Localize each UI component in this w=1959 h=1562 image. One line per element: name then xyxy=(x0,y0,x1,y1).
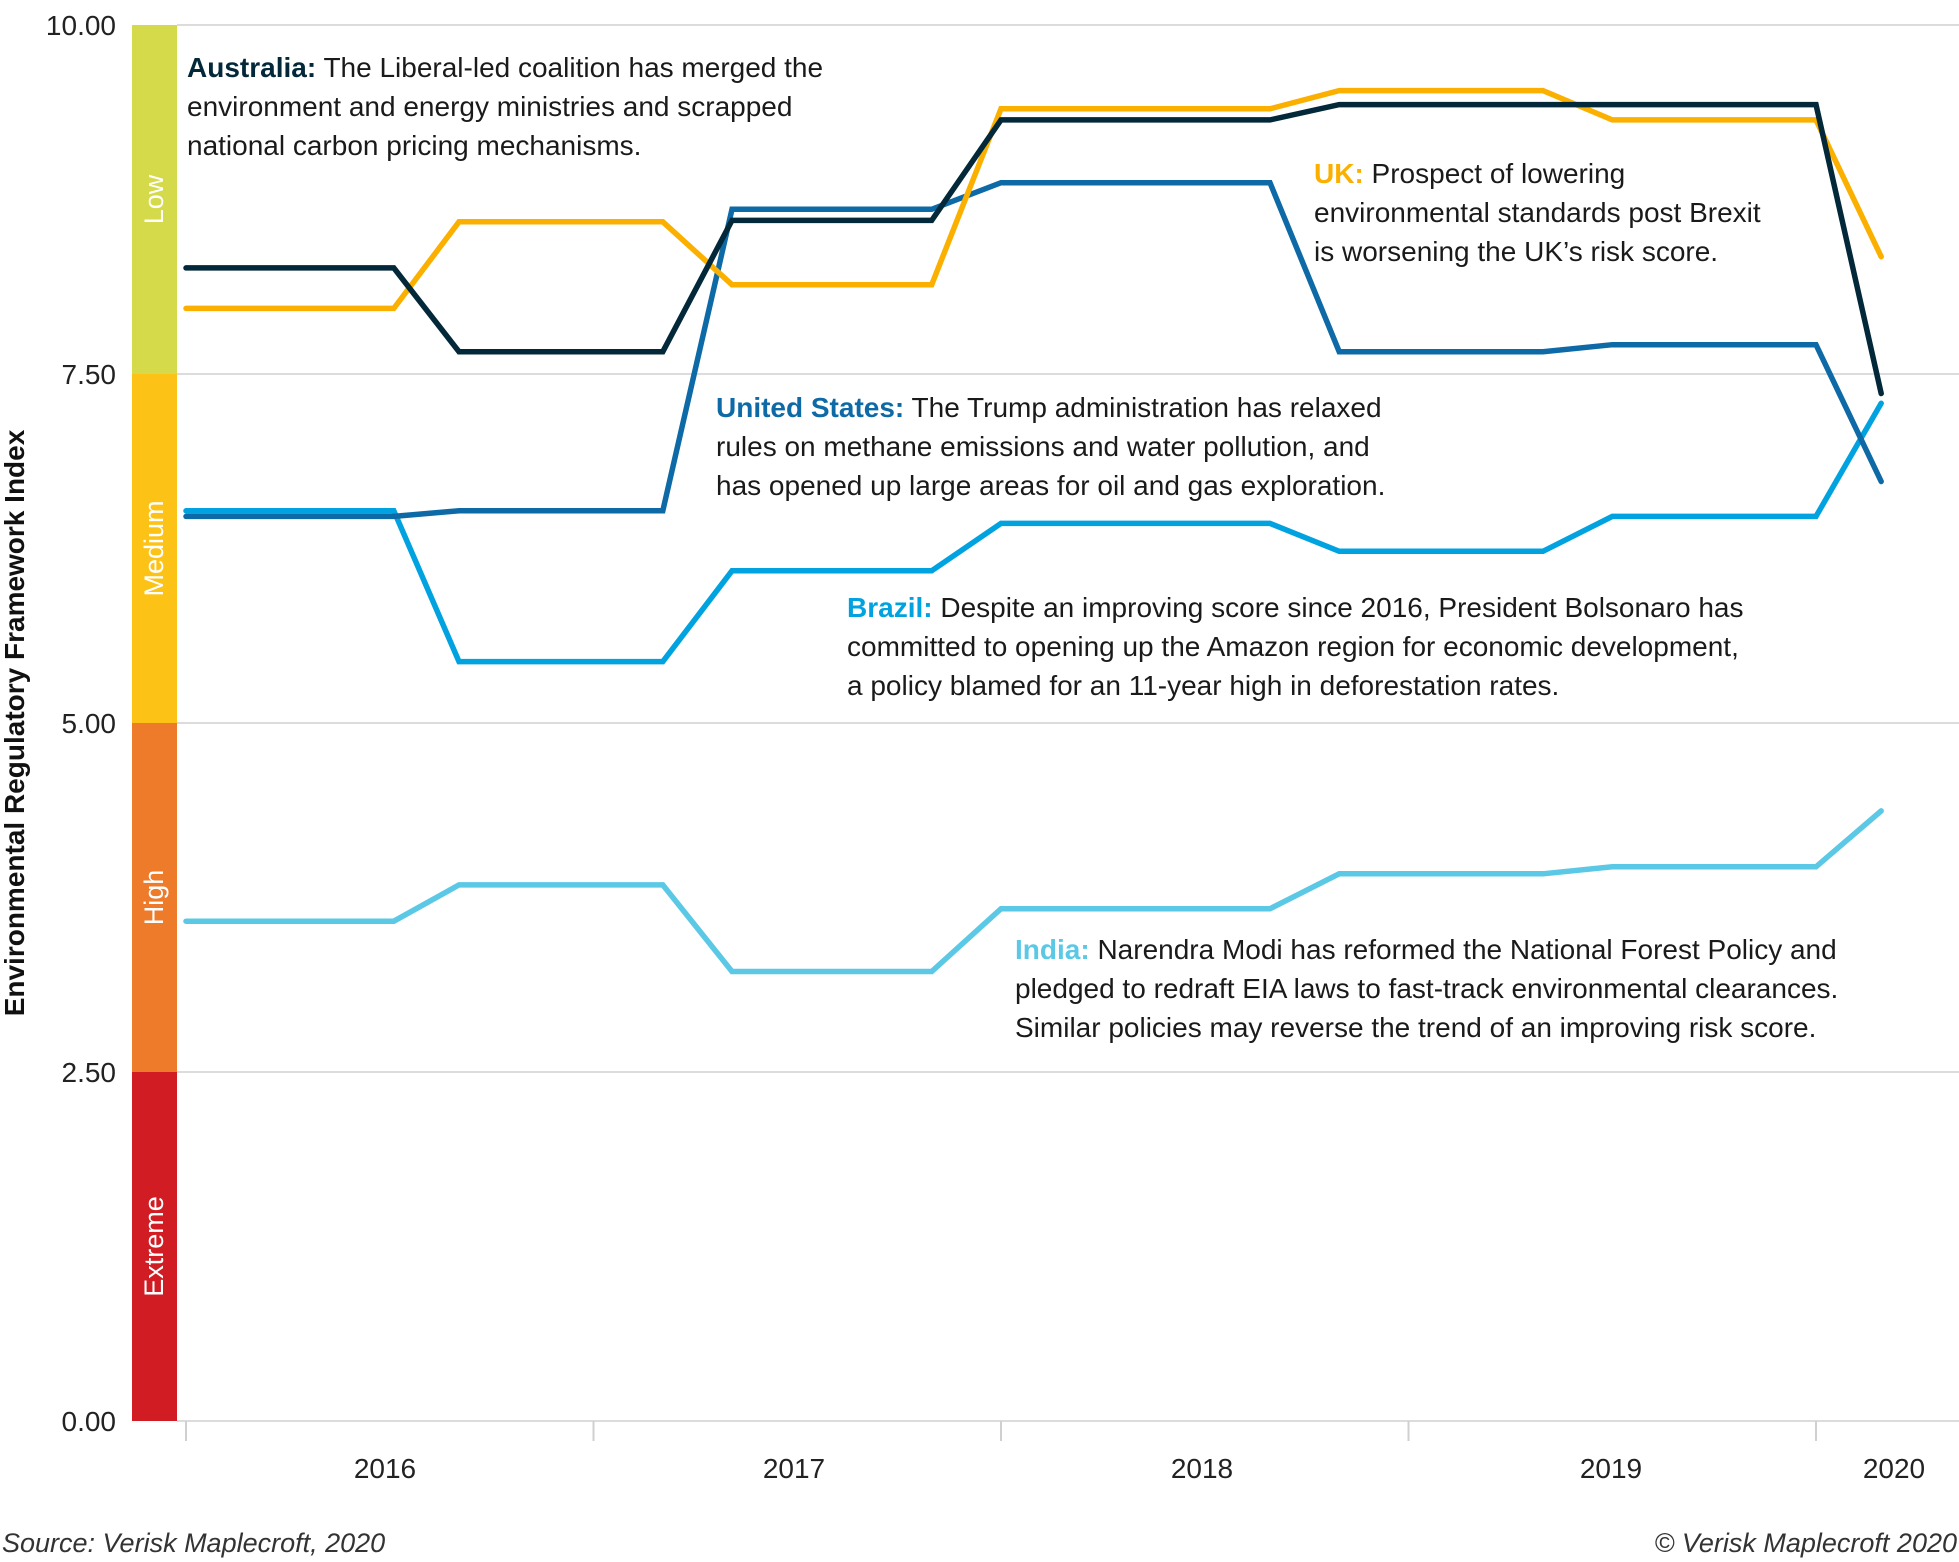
series-line-australia xyxy=(183,101,1884,397)
x-tick-label: 2018 xyxy=(1171,1453,1233,1484)
annotation-label: UK: xyxy=(1314,158,1364,189)
gridlines xyxy=(177,24,1959,1422)
annotation-text: environmental standards post Brexit xyxy=(1314,197,1761,228)
annotation-label: United States: xyxy=(716,392,905,423)
series-line-brazil xyxy=(183,400,1884,665)
annotation-label: Australia: xyxy=(187,52,317,83)
risk-band-extreme xyxy=(132,1072,177,1421)
y-axis-ticks: 0.00 2.50 5.00 7.50 10.00 xyxy=(46,10,116,1437)
annotation-us: United States: The Trump administration … xyxy=(716,388,1385,505)
x-tick-label: 2017 xyxy=(763,1453,825,1484)
risk-band-label: Medium xyxy=(139,500,169,596)
series-lines xyxy=(183,87,1884,975)
y-tick-label: 2.50 xyxy=(62,1057,117,1088)
x-tick-label: 2020 xyxy=(1863,1453,1925,1484)
risk-band-high xyxy=(132,723,177,1072)
annotation-text: Prospect of lowering xyxy=(1371,158,1626,189)
annotation-text: pledged to redraft EIA laws to fast-trac… xyxy=(1015,973,1839,1004)
risk-bands: Extreme High Medium Low xyxy=(132,25,177,1421)
annotation-text: The Trump administration has relaxed xyxy=(911,392,1382,423)
annotation-text: The Liberal-led coalition has merged the xyxy=(323,52,824,83)
annotation-text: rules on methane emissions and water pol… xyxy=(716,431,1370,462)
series-line-india xyxy=(183,808,1884,975)
annotation-text: has opened up large areas for oil and ga… xyxy=(716,470,1386,501)
y-tick-label: 7.50 xyxy=(62,359,117,390)
x-axis: 2016 2017 2018 2019 2020 xyxy=(185,1421,1925,1484)
annotation-label: India: xyxy=(1015,934,1090,965)
y-axis-label: Environmental Regulatory Framework Index xyxy=(0,429,30,1016)
series-line-uk xyxy=(183,87,1884,312)
y-tick-label: 0.00 xyxy=(62,1406,117,1437)
y-tick-label: 10.00 xyxy=(46,10,116,41)
risk-band-medium xyxy=(132,374,177,723)
annotation-text: Despite an improving score since 2016, P… xyxy=(940,592,1744,623)
annotation-india: India: Narendra Modi has reformed the Na… xyxy=(1015,930,1838,1047)
annotation-brazil: Brazil: Despite an improving score since… xyxy=(847,588,1743,705)
annotation-australia: Australia: The Liberal-led coalition has… xyxy=(187,48,823,165)
annotation-uk: UK: Prospect of lowering environmental s… xyxy=(1314,154,1761,271)
risk-band-label: Low xyxy=(139,174,169,224)
annotation-text: Narendra Modi has reformed the National … xyxy=(1097,934,1837,965)
source-note: Source: Verisk Maplecroft, 2020 xyxy=(2,1528,386,1558)
copyright-note: © Verisk Maplecroft 2020 xyxy=(1654,1528,1957,1558)
annotation-label: Brazil: xyxy=(847,592,933,623)
risk-band-label: High xyxy=(139,870,169,926)
y-tick-label: 5.00 xyxy=(62,708,117,739)
annotation-text: a policy blamed for an 11-year high in d… xyxy=(847,670,1560,701)
annotation-text: environment and energy ministries and sc… xyxy=(187,91,793,122)
annotation-text: is worsening the UK’s risk score. xyxy=(1314,236,1719,267)
annotation-text: Similar policies may reverse the trend o… xyxy=(1015,1012,1817,1043)
series-line-united-states xyxy=(183,179,1884,520)
x-tick-label: 2019 xyxy=(1580,1453,1642,1484)
annotation-text: national carbon pricing mechanisms. xyxy=(187,130,642,161)
risk-band-label: Extreme xyxy=(139,1196,169,1297)
annotation-text: committed to opening up the Amazon regio… xyxy=(847,631,1739,662)
risk-band-low xyxy=(132,25,177,374)
x-tick-label: 2016 xyxy=(354,1453,416,1484)
